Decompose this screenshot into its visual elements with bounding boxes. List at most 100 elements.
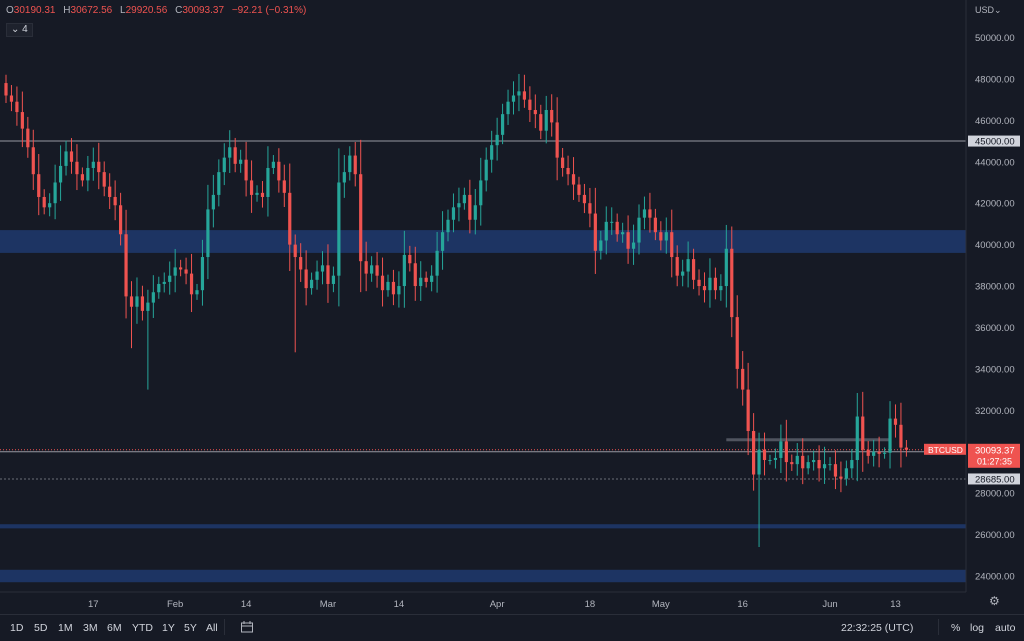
candle bbox=[108, 173, 112, 210]
candle-body bbox=[533, 109, 537, 115]
candle bbox=[129, 281, 134, 349]
candle-body bbox=[140, 296, 145, 311]
zone-band bbox=[0, 524, 966, 529]
candle bbox=[342, 155, 346, 198]
candle bbox=[4, 74, 8, 103]
log-scale-toggle[interactable]: log bbox=[970, 622, 985, 634]
candle bbox=[211, 174, 215, 228]
candle-body bbox=[370, 265, 374, 274]
candle bbox=[430, 265, 434, 292]
bottom-toolbar: 1D 5D 1M 3M 6M YTD 1Y 5Y All 22:32:25 (U… bbox=[0, 614, 1024, 641]
high-key: H bbox=[63, 5, 71, 16]
candle bbox=[566, 155, 570, 186]
candle bbox=[713, 267, 718, 300]
candle bbox=[151, 275, 155, 318]
price-tick-label: 34000.00 bbox=[975, 364, 1015, 375]
timeframe-all[interactable]: All bbox=[206, 622, 218, 634]
candle-body bbox=[326, 265, 330, 284]
timeframe-6m[interactable]: 6M bbox=[107, 622, 122, 634]
indicators-toggle-button[interactable]: ⌄ 4 bbox=[6, 23, 33, 37]
candle-body bbox=[217, 172, 221, 195]
utc-clock[interactable]: 22:32:25 (UTC) bbox=[841, 622, 914, 634]
candle-body bbox=[561, 157, 565, 168]
time-tick-label: Mar bbox=[320, 599, 336, 610]
timeframe-1m[interactable]: 1M bbox=[58, 622, 73, 634]
price-tick-label: 24000.00 bbox=[975, 572, 1015, 583]
price-tick-label: 40000.00 bbox=[975, 240, 1015, 251]
candle bbox=[337, 148, 341, 307]
last-price-badge bbox=[968, 443, 1020, 468]
candle bbox=[621, 222, 625, 243]
candle bbox=[812, 450, 816, 471]
candle-body bbox=[31, 147, 35, 175]
open-value: 30190.31 bbox=[13, 5, 56, 16]
candle-body bbox=[211, 194, 215, 210]
candle-body bbox=[604, 221, 608, 241]
candle bbox=[500, 103, 505, 145]
candle-body bbox=[812, 460, 816, 463]
time-axis[interactable]: 17 Feb 14 Mar 14 Apr 18 May 16 Jun 13 bbox=[0, 591, 966, 610]
candle bbox=[691, 248, 696, 290]
candle-body bbox=[162, 281, 166, 284]
candle-body bbox=[844, 468, 848, 479]
candle bbox=[468, 179, 472, 234]
candle-body bbox=[304, 269, 308, 289]
candle-body bbox=[899, 424, 903, 448]
candle-body bbox=[462, 194, 466, 204]
ohlc-legend: O30190.31 H30672.56 L29920.56 C30093.37 … bbox=[6, 5, 311, 16]
candle bbox=[277, 148, 281, 193]
candle bbox=[522, 74, 527, 108]
candle-body bbox=[260, 192, 265, 197]
candle bbox=[15, 86, 19, 126]
candle-body bbox=[255, 192, 259, 195]
candle-body bbox=[544, 109, 548, 131]
level-28685-label: 28685.00 bbox=[975, 474, 1015, 485]
candle bbox=[539, 104, 543, 140]
candle bbox=[118, 192, 123, 246]
candle-body bbox=[244, 159, 248, 181]
percent-scale-toggle[interactable]: % bbox=[951, 622, 961, 634]
candle-body bbox=[795, 455, 799, 465]
candle bbox=[899, 402, 903, 468]
close-value: 30093.37 bbox=[182, 5, 225, 16]
zone-band bbox=[0, 569, 966, 583]
gear-icon[interactable]: ⚙ bbox=[989, 594, 1000, 608]
candle bbox=[817, 445, 821, 482]
candle bbox=[146, 289, 150, 390]
candle-body bbox=[91, 161, 95, 168]
price-tick-label: 36000.00 bbox=[975, 323, 1015, 334]
candle-body bbox=[157, 283, 161, 293]
price-tick-label: 38000.00 bbox=[975, 282, 1015, 293]
candle-body bbox=[610, 221, 614, 223]
symbol-tag bbox=[924, 443, 966, 455]
date-range-icon[interactable] bbox=[240, 620, 254, 637]
timeframe-3m[interactable]: 3M bbox=[83, 622, 98, 634]
candle bbox=[315, 260, 319, 290]
auto-scale-toggle[interactable]: auto bbox=[995, 622, 1016, 634]
timeframe-1d[interactable]: 1D bbox=[10, 622, 24, 634]
candle bbox=[189, 253, 194, 313]
candle-body bbox=[102, 172, 106, 187]
candle-body bbox=[861, 416, 865, 450]
candle bbox=[20, 91, 24, 148]
currency-selector[interactable]: USD⌄ bbox=[975, 5, 1002, 16]
candle bbox=[157, 276, 161, 299]
candle bbox=[58, 145, 63, 201]
candle-body bbox=[266, 167, 270, 197]
candle bbox=[309, 272, 314, 295]
candle-body bbox=[828, 464, 832, 466]
candle-body bbox=[331, 275, 336, 284]
timeframe-5y[interactable]: 5Y bbox=[184, 622, 197, 634]
candle bbox=[179, 259, 183, 277]
candle-body bbox=[168, 275, 172, 282]
candle bbox=[855, 393, 859, 482]
candle bbox=[904, 439, 908, 457]
candle-body bbox=[697, 279, 701, 287]
timeframe-1y[interactable]: 1Y bbox=[162, 622, 175, 634]
timeframe-5d[interactable]: 5D bbox=[34, 622, 48, 634]
timeframe-ytd[interactable]: YTD bbox=[132, 622, 153, 634]
candle-body bbox=[631, 242, 636, 249]
candle-body bbox=[108, 186, 112, 197]
price-axis[interactable]: 50000.00 48000.00 46000.00 44000.00 42000.00… bbox=[924, 0, 1024, 592]
